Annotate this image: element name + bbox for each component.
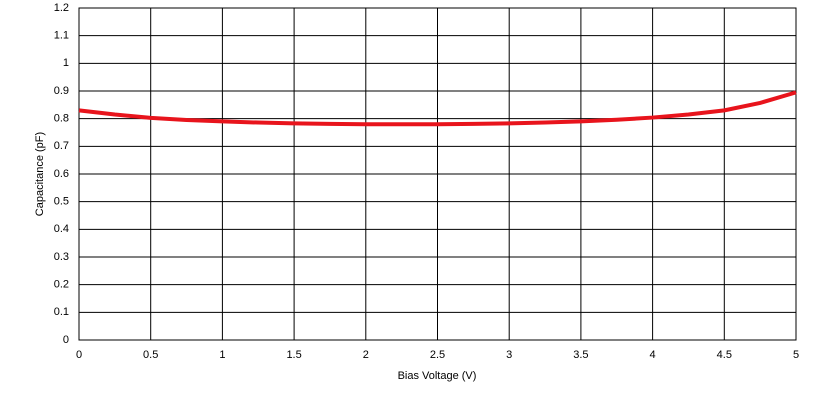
y-tick-label: 0.7 bbox=[54, 140, 69, 152]
y-tick-label: 0.6 bbox=[54, 168, 69, 180]
x-tick-label: 1 bbox=[219, 349, 225, 361]
y-tick-label: 1 bbox=[63, 57, 69, 69]
y-tick-label: 0.4 bbox=[54, 223, 69, 235]
x-tick-label: 4 bbox=[650, 349, 656, 361]
y-tick-label: 0.8 bbox=[54, 113, 69, 125]
y-tick-label: 1.2 bbox=[54, 2, 69, 14]
data-line bbox=[78, 90, 797, 127]
x-tick-label: 0.5 bbox=[143, 349, 158, 361]
y-axis-label: Capacitance (pF) bbox=[34, 132, 46, 216]
y-tick-label: 0.5 bbox=[54, 196, 69, 208]
y-tick-label: 0.2 bbox=[54, 279, 69, 291]
x-tick-label: 2 bbox=[363, 349, 369, 361]
x-tick-label: 0 bbox=[76, 349, 82, 361]
y-tick-label: 0.9 bbox=[54, 85, 69, 97]
x-tick-label: 3 bbox=[506, 349, 512, 361]
y-tick-label: 0.1 bbox=[54, 306, 69, 318]
y-tick-label: 1.1 bbox=[54, 30, 69, 42]
x-tick-label: 4.5 bbox=[717, 349, 732, 361]
x-tick-label: 1.5 bbox=[286, 349, 301, 361]
x-tick-label: 3.5 bbox=[573, 349, 588, 361]
x-tick-label: 5 bbox=[793, 349, 799, 361]
x-tick-label: 2.5 bbox=[430, 349, 445, 361]
x-axis-label: Bias Voltage (V) bbox=[398, 370, 477, 382]
plot-border bbox=[78, 7, 797, 341]
y-tick-label: 0 bbox=[63, 334, 69, 346]
y-tick-label: 0.3 bbox=[54, 251, 69, 263]
